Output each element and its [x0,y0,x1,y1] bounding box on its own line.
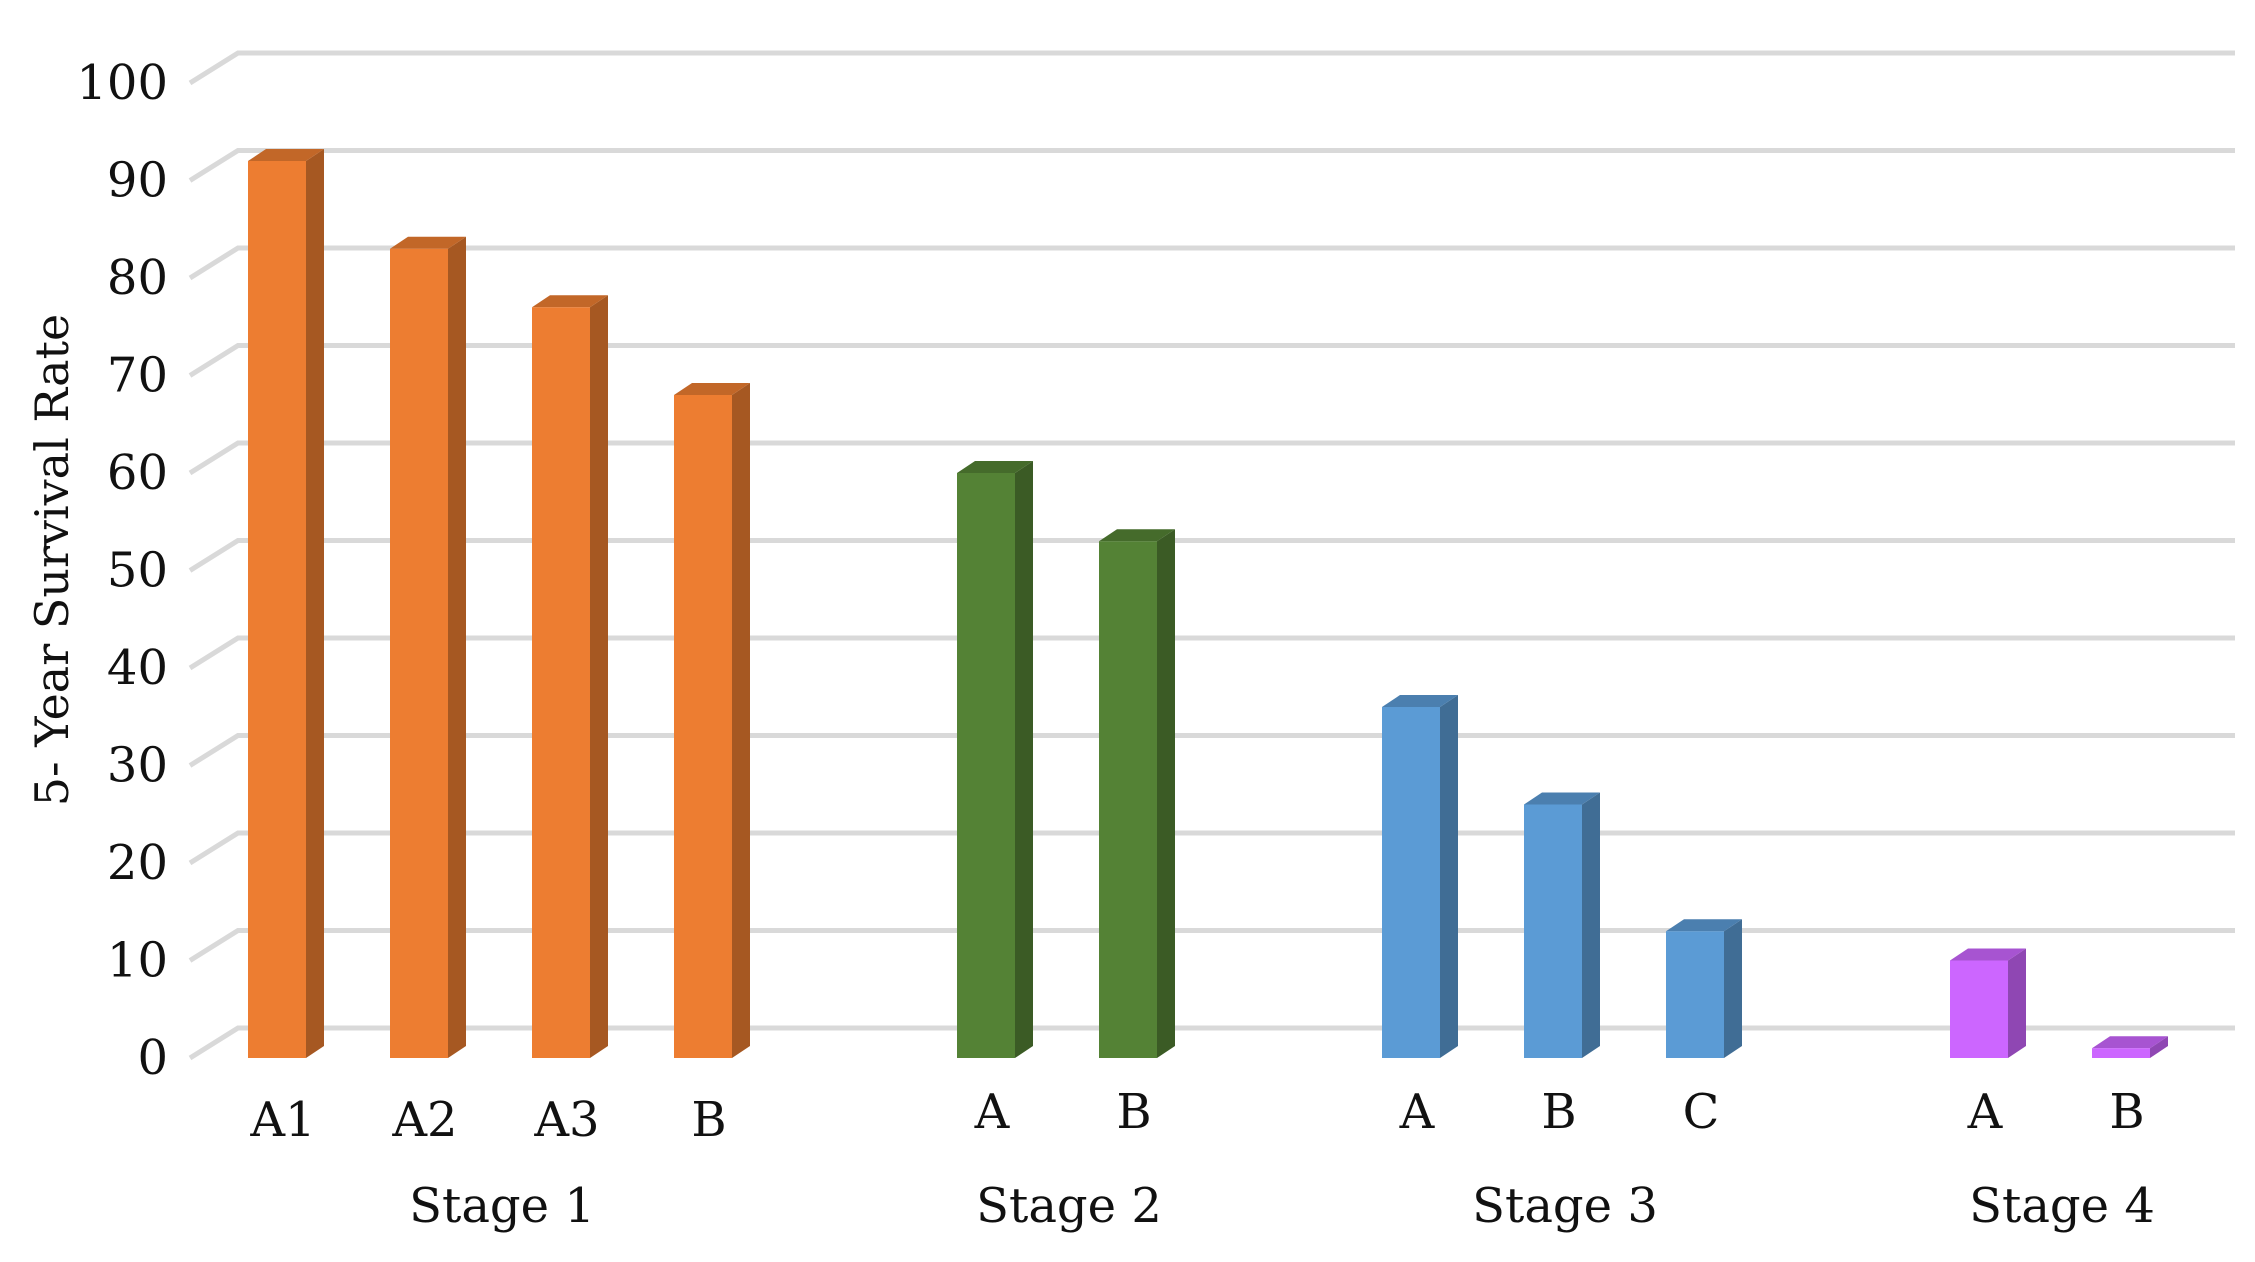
y-tick-label: 30 [107,738,168,794]
gridline [188,1025,2235,1061]
gridline [188,538,2235,573]
bar-front [1950,960,2008,1058]
bar-front [674,395,732,1058]
bar-top [248,149,324,161]
bar-front [1382,707,1440,1058]
bar-front [532,307,590,1058]
gridline [188,830,2235,866]
bar-top [674,383,750,395]
y-tick-label: 100 [76,55,168,111]
bar-top [1666,919,1742,932]
bar-top [1099,529,1175,542]
bar [1382,695,1458,1058]
y-tick-label: 60 [107,445,168,501]
y-tick-label: 20 [107,835,168,891]
bar-front [1524,804,1582,1058]
bar-side [590,295,608,1058]
bar [674,383,750,1058]
y-tick-label: 50 [107,543,168,599]
bar-front [248,161,306,1058]
bar-group [1950,948,2168,1058]
y-tick-label: 70 [107,348,168,404]
category-label: A2 [391,1092,457,1148]
bar-side [1724,919,1742,1058]
bar-side [1440,695,1458,1058]
gridline [188,440,2235,476]
bar-group [248,149,750,1058]
gridline [188,733,2235,768]
bar-top [2092,1036,2168,1049]
bars [248,149,2168,1058]
y-tick-label: 80 [107,250,168,306]
gridline [188,50,2235,86]
category-label: B [1116,1084,1151,1140]
bar-top [957,461,1033,473]
y-tick-label: 0 [137,1030,168,1086]
y-tick-label: 10 [107,933,168,989]
group-label: Stage 3 [1472,1178,1658,1234]
category-label: C [1683,1084,1720,1140]
category-label: A1 [249,1092,315,1148]
bar-side [2008,948,2026,1058]
bar-side [1157,529,1175,1058]
bar [248,149,324,1058]
bar-top [1950,948,2026,961]
bar-front [1099,541,1157,1058]
bar-top [532,295,608,308]
bar-side [2150,1036,2168,1058]
gridline [188,343,2235,378]
bar-side [1015,461,1033,1058]
category-label: B [2109,1084,2144,1140]
gridline [188,245,2235,281]
y-tick-label: 90 [107,153,168,209]
category-label: A3 [533,1092,599,1148]
bar-side [448,236,466,1058]
bar-side [732,383,750,1058]
category-label: A [1967,1084,2004,1140]
bar-group [1382,695,1742,1058]
gridline [188,635,2235,671]
group-labels: Stage 1 Stage 2 Stage 3 Stage 4 [409,1178,2155,1234]
y-tick-label: 40 [107,640,168,696]
bar [1099,529,1175,1058]
gridline [188,928,2235,963]
bar-group [957,461,1175,1058]
bar-top [390,236,466,249]
bar-top [1382,695,1458,707]
bar-side [306,149,324,1058]
category-labels: A1 A2 A3 B A B A B C A B [249,1084,2144,1148]
bar [957,461,1033,1058]
bar-front [2092,1048,2150,1058]
gridline [188,148,2235,183]
y-axis-title: 5- Year Survival Rate [25,314,79,806]
category-label: A [1399,1084,1436,1140]
bar-side [1582,792,1600,1058]
bar [1666,919,1742,1058]
bar-front [957,473,1015,1058]
category-label: B [1541,1084,1576,1140]
bar [1524,792,1600,1058]
gridlines [188,50,2235,1061]
group-label: Stage 1 [409,1178,595,1234]
bar-top [1524,792,1600,805]
group-label: Stage 4 [1969,1178,2155,1234]
bar [390,236,466,1058]
bar-front [1666,931,1724,1058]
category-label: B [691,1092,726,1148]
bar [2092,1036,2168,1058]
group-label: Stage 2 [976,1178,1162,1234]
y-axis-ticks: 0 10 20 30 40 50 60 70 80 90 100 [76,55,168,1086]
category-label: A [974,1084,1011,1140]
bar-front [390,248,448,1058]
bar [532,295,608,1058]
bar [1950,948,2026,1058]
